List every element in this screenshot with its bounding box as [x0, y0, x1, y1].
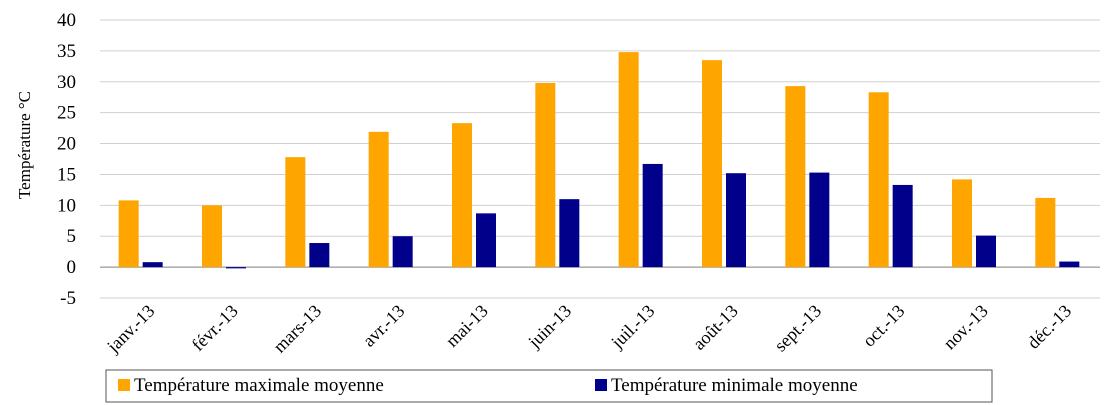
bar-min-5: [559, 199, 580, 268]
x-tick-label: oct.-13: [859, 301, 909, 351]
bar-min-4: [476, 213, 496, 268]
bar-max-8: [785, 86, 806, 268]
y-tick-label: -5: [60, 288, 76, 309]
legend-box: [105, 369, 993, 403]
bar-max-10: [952, 179, 972, 268]
x-tick-label: mai-13: [442, 301, 492, 351]
bar-max-11: [1035, 197, 1056, 268]
grid-lines: [100, 19, 1100, 299]
legend: Température maximale moyenne Température…: [105, 369, 993, 403]
bar-min-7: [726, 173, 746, 268]
x-tick-label: sept.-13: [770, 301, 825, 356]
bar-min-11: [1059, 261, 1080, 268]
x-tick-label: nov.-13: [939, 301, 992, 354]
x-tick-label: avr.-13: [359, 301, 409, 351]
y-axis-label: Température °C: [15, 91, 34, 199]
x-tick-label: déc.-13: [1023, 301, 1075, 353]
bar-min-8: [809, 172, 830, 268]
bar-min-10: [976, 235, 996, 268]
legend-label-min: Température minimale moyenne: [611, 375, 858, 396]
y-tick-label: 10: [57, 195, 76, 216]
y-tick-label: 30: [57, 72, 76, 93]
bar-max-6: [618, 52, 639, 268]
y-tick-label: 0: [67, 257, 77, 278]
legend-swatch-min: [595, 379, 607, 391]
x-tick-label: févr.-13: [188, 301, 242, 355]
y-axis-ticks: -5 0 5 10 15 20 25 30 35 40: [57, 10, 76, 309]
y-tick-label: 35: [57, 41, 76, 62]
bar-max-0: [118, 200, 139, 268]
bar-min-6: [642, 163, 663, 268]
bar-min-2: [309, 243, 330, 268]
bar-max-1: [202, 205, 222, 268]
y-tick-label: 5: [67, 226, 77, 247]
x-axis-ticks: janv.-13 févr.-13 mars-13 avr.-13 mai-13 juin…: [102, 301, 1075, 357]
legend-label-max: Température maximale moyenne: [134, 375, 384, 396]
x-tick-label: juin-13: [524, 301, 576, 353]
bar-max-9: [868, 92, 889, 268]
x-tick-label: août-13: [689, 301, 742, 354]
y-tick-label: 40: [57, 10, 76, 31]
bars: [118, 52, 1080, 269]
y-tick-label: 20: [57, 134, 76, 155]
bar-min-3: [392, 236, 413, 268]
bar-max-2: [285, 157, 306, 268]
bar-max-7: [702, 60, 722, 268]
bar-max-4: [452, 123, 472, 268]
bar-min-1: [226, 267, 246, 269]
y-tick-label: 15: [57, 164, 76, 185]
y-tick-label: 25: [57, 103, 76, 124]
x-tick-label: mars-13: [269, 301, 325, 357]
bar-min-9: [892, 184, 913, 268]
bar-max-3: [368, 131, 389, 268]
x-tick-label: janv.-13: [102, 301, 158, 357]
legend-swatch-max: [118, 379, 130, 391]
bar-max-5: [535, 83, 556, 268]
bar-min-0: [142, 262, 163, 268]
x-tick-label: juil.-13: [607, 301, 659, 353]
